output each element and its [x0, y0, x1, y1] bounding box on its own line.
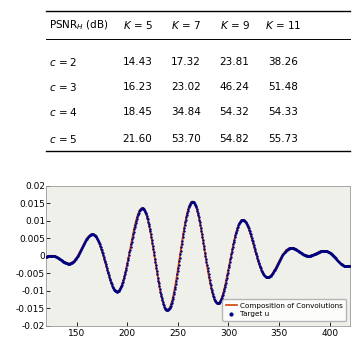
- Text: 17.32: 17.32: [171, 57, 201, 67]
- Text: 18.45: 18.45: [122, 107, 152, 117]
- Text: 51.48: 51.48: [268, 82, 298, 92]
- Text: $\mathit{K}$ = 7: $\mathit{K}$ = 7: [171, 19, 201, 32]
- Legend: Composition of Convolutions, Target u: Composition of Convolutions, Target u: [222, 299, 346, 321]
- Text: $\mathit{c}$ = 2: $\mathit{c}$ = 2: [49, 56, 78, 68]
- Text: 21.60: 21.60: [122, 134, 152, 144]
- Text: $\mathit{K}$ = 9: $\mathit{K}$ = 9: [220, 19, 250, 32]
- Text: 54.32: 54.32: [220, 107, 250, 117]
- Text: 34.84: 34.84: [171, 107, 201, 117]
- Text: 23.02: 23.02: [171, 82, 201, 92]
- Text: 55.73: 55.73: [268, 134, 298, 144]
- Text: $\mathit{c}$ = 4: $\mathit{c}$ = 4: [49, 106, 79, 118]
- Text: 38.26: 38.26: [268, 57, 298, 67]
- Text: $\mathit{K}$ = 5: $\mathit{K}$ = 5: [122, 19, 152, 32]
- Text: $\mathit{K}$ = 11: $\mathit{K}$ = 11: [265, 19, 301, 32]
- Text: PSNR$_{\mathit{H}}$ (dB): PSNR$_{\mathit{H}}$ (dB): [49, 19, 109, 32]
- Text: 14.43: 14.43: [122, 57, 152, 67]
- Text: 53.70: 53.70: [171, 134, 201, 144]
- Text: 16.23: 16.23: [122, 82, 152, 92]
- Text: $\mathit{c}$ = 3: $\mathit{c}$ = 3: [49, 81, 78, 93]
- Text: 46.24: 46.24: [220, 82, 250, 92]
- Text: 54.33: 54.33: [268, 107, 298, 117]
- Text: $\mathit{c}$ = 5: $\mathit{c}$ = 5: [49, 133, 78, 145]
- Text: 54.82: 54.82: [220, 134, 250, 144]
- Text: 23.81: 23.81: [220, 57, 250, 67]
